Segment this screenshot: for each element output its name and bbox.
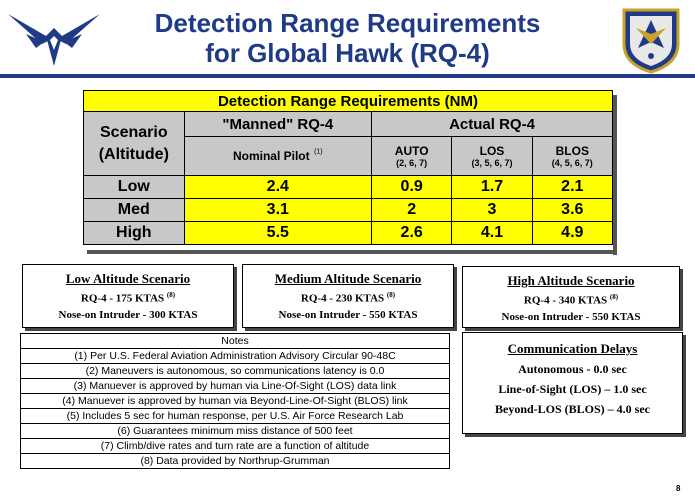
scenario-box-line: RQ-4 - 175 KTAS (8) — [23, 291, 233, 305]
col-los-header: LOS (3, 5, 6, 7) — [451, 136, 533, 176]
communication-line: Line-of-Sight (LOS) – 1.0 sec — [498, 382, 647, 396]
table-header: Detection Range Requirements (NM) — [83, 90, 613, 112]
notes-header: Notes — [20, 333, 450, 349]
scenario-box-intruder: Nose-on Intruder - 550 KTAS — [501, 310, 641, 323]
communication-line: Beyond-LOS (BLOS) – 4.0 sec — [494, 402, 650, 416]
nominal-pilot-note: (1) — [314, 148, 323, 156]
row-auto-value: 2 — [370, 198, 453, 222]
table-row: Low 2.4 0.9 1.7 2.1 — [83, 175, 614, 199]
title-line-2: for Global Hawk (RQ-4) — [205, 38, 490, 68]
scenario-box-title: High Altitude Scenario — [507, 273, 635, 288]
slide-title: Detection Range Requirements for Global … — [100, 8, 595, 68]
row-pilot-value: 2.4 — [183, 175, 373, 199]
table-row: Med 3.1 2 3 3.6 — [83, 198, 614, 222]
air-force-symbol-icon — [8, 14, 100, 66]
table-shadow — [613, 95, 617, 255]
communication-delays-box: Communication Delays Autonomous - 0.0 se… — [462, 332, 683, 434]
scenario-box-speed: RQ-4 - 230 KTAS — [300, 292, 385, 305]
row-auto-value: 2.6 — [370, 221, 453, 245]
scenario-box-speed: RQ-4 - 340 KTAS — [523, 294, 608, 307]
note-item: (3) Manuever is approved by human via Li… — [20, 378, 450, 394]
note-item: (2) Maneuvers is autonomous, so communic… — [20, 363, 450, 379]
col-blos-label: BLOS — [555, 144, 589, 158]
note-item: (8) Data provided by Northrup-Grumman — [20, 453, 450, 469]
note-item: (7) Climb/dive rates and turn rate are a… — [20, 438, 450, 454]
col-los-notes: (3, 5, 6, 7) — [471, 158, 513, 168]
title-rule — [0, 74, 695, 78]
communication-line: Autonomous - 0.0 sec — [518, 362, 627, 376]
row-pilot-value: 5.5 — [183, 221, 373, 245]
scenario-box-speed: RQ-4 - 175 KTAS — [80, 292, 165, 305]
note-item: (4) Manuever is approved by human via Be… — [20, 393, 450, 409]
col-auto-label: AUTO — [394, 144, 429, 158]
actual-header: Actual RQ-4 — [371, 111, 613, 137]
scenario-line-2: (Altitude) — [98, 145, 169, 163]
scenario-box-line: RQ-4 - 230 KTAS (8) — [243, 291, 453, 305]
nominal-pilot-label: Nominal Pilot — [232, 149, 310, 163]
row-scenario: High — [83, 221, 185, 245]
row-scenario: Low — [83, 175, 185, 199]
row-blos-value: 2.1 — [531, 175, 614, 199]
high-altitude-scenario-box: High Altitude Scenario RQ-4 - 340 KTAS (… — [462, 266, 680, 328]
notes-table: Notes (1) Per U.S. Federal Aviation Admi… — [20, 333, 450, 469]
command-seal-icon — [622, 8, 680, 74]
table-shadow-bottom — [87, 250, 617, 254]
scenario-box-title: Low Altitude Scenario — [65, 271, 191, 286]
scenario-box-note: (8) — [166, 291, 176, 299]
row-pilot-value: 3.1 — [183, 198, 373, 222]
title-line-1: Detection Range Requirements — [154, 8, 541, 38]
row-blos-value: 3.6 — [531, 198, 614, 222]
col-auto-notes: (2, 6, 7) — [396, 158, 428, 168]
manned-header: "Manned" RQ-4 — [183, 111, 373, 137]
note-item: (5) Includes 5 sec for human response, p… — [20, 408, 450, 424]
medium-altitude-scenario-box: Medium Altitude Scenario RQ-4 - 230 KTAS… — [242, 264, 454, 328]
scenario-box-title: Medium Altitude Scenario — [274, 271, 422, 286]
scenario-box-note: (8) — [609, 293, 619, 301]
row-auto-value: 0.9 — [370, 175, 453, 199]
col-blos-notes: (4, 5, 6, 7) — [551, 158, 593, 168]
scenario-box-intruder: Nose-on Intruder - 300 KTAS — [58, 308, 198, 321]
scenario-box-note: (8) — [386, 291, 396, 299]
page-number: 8 — [676, 484, 681, 493]
row-scenario: Med — [83, 198, 185, 222]
col-los-label: LOS — [479, 144, 505, 158]
table-row: High 5.5 2.6 4.1 4.9 — [83, 221, 614, 245]
scenario-box-line: RQ-4 - 340 KTAS (8) — [463, 293, 679, 307]
row-los-value: 4.1 — [451, 221, 533, 245]
nominal-pilot-header: Nominal Pilot (1) — [183, 136, 373, 176]
scenario-line-1: Scenario — [100, 123, 168, 141]
row-los-value: 1.7 — [451, 175, 533, 199]
note-item: (1) Per U.S. Federal Aviation Administra… — [20, 348, 450, 364]
row-los-value: 3 — [451, 198, 533, 222]
detection-range-table: Detection Range Requirements (NM) Scenar… — [83, 90, 614, 245]
col-blos-header: BLOS (4, 5, 6, 7) — [531, 136, 614, 176]
note-item: (6) Guarantees minimum miss distance of … — [20, 423, 450, 439]
col-auto-header: AUTO (2, 6, 7) — [370, 136, 453, 176]
communication-title: Communication Delays — [507, 341, 638, 356]
scenario-box-intruder: Nose-on Intruder - 550 KTAS — [278, 308, 418, 321]
low-altitude-scenario-box: Low Altitude Scenario RQ-4 - 175 KTAS (8… — [22, 264, 234, 328]
scenario-header: Scenario (Altitude) — [83, 111, 185, 176]
row-blos-value: 4.9 — [531, 221, 614, 245]
